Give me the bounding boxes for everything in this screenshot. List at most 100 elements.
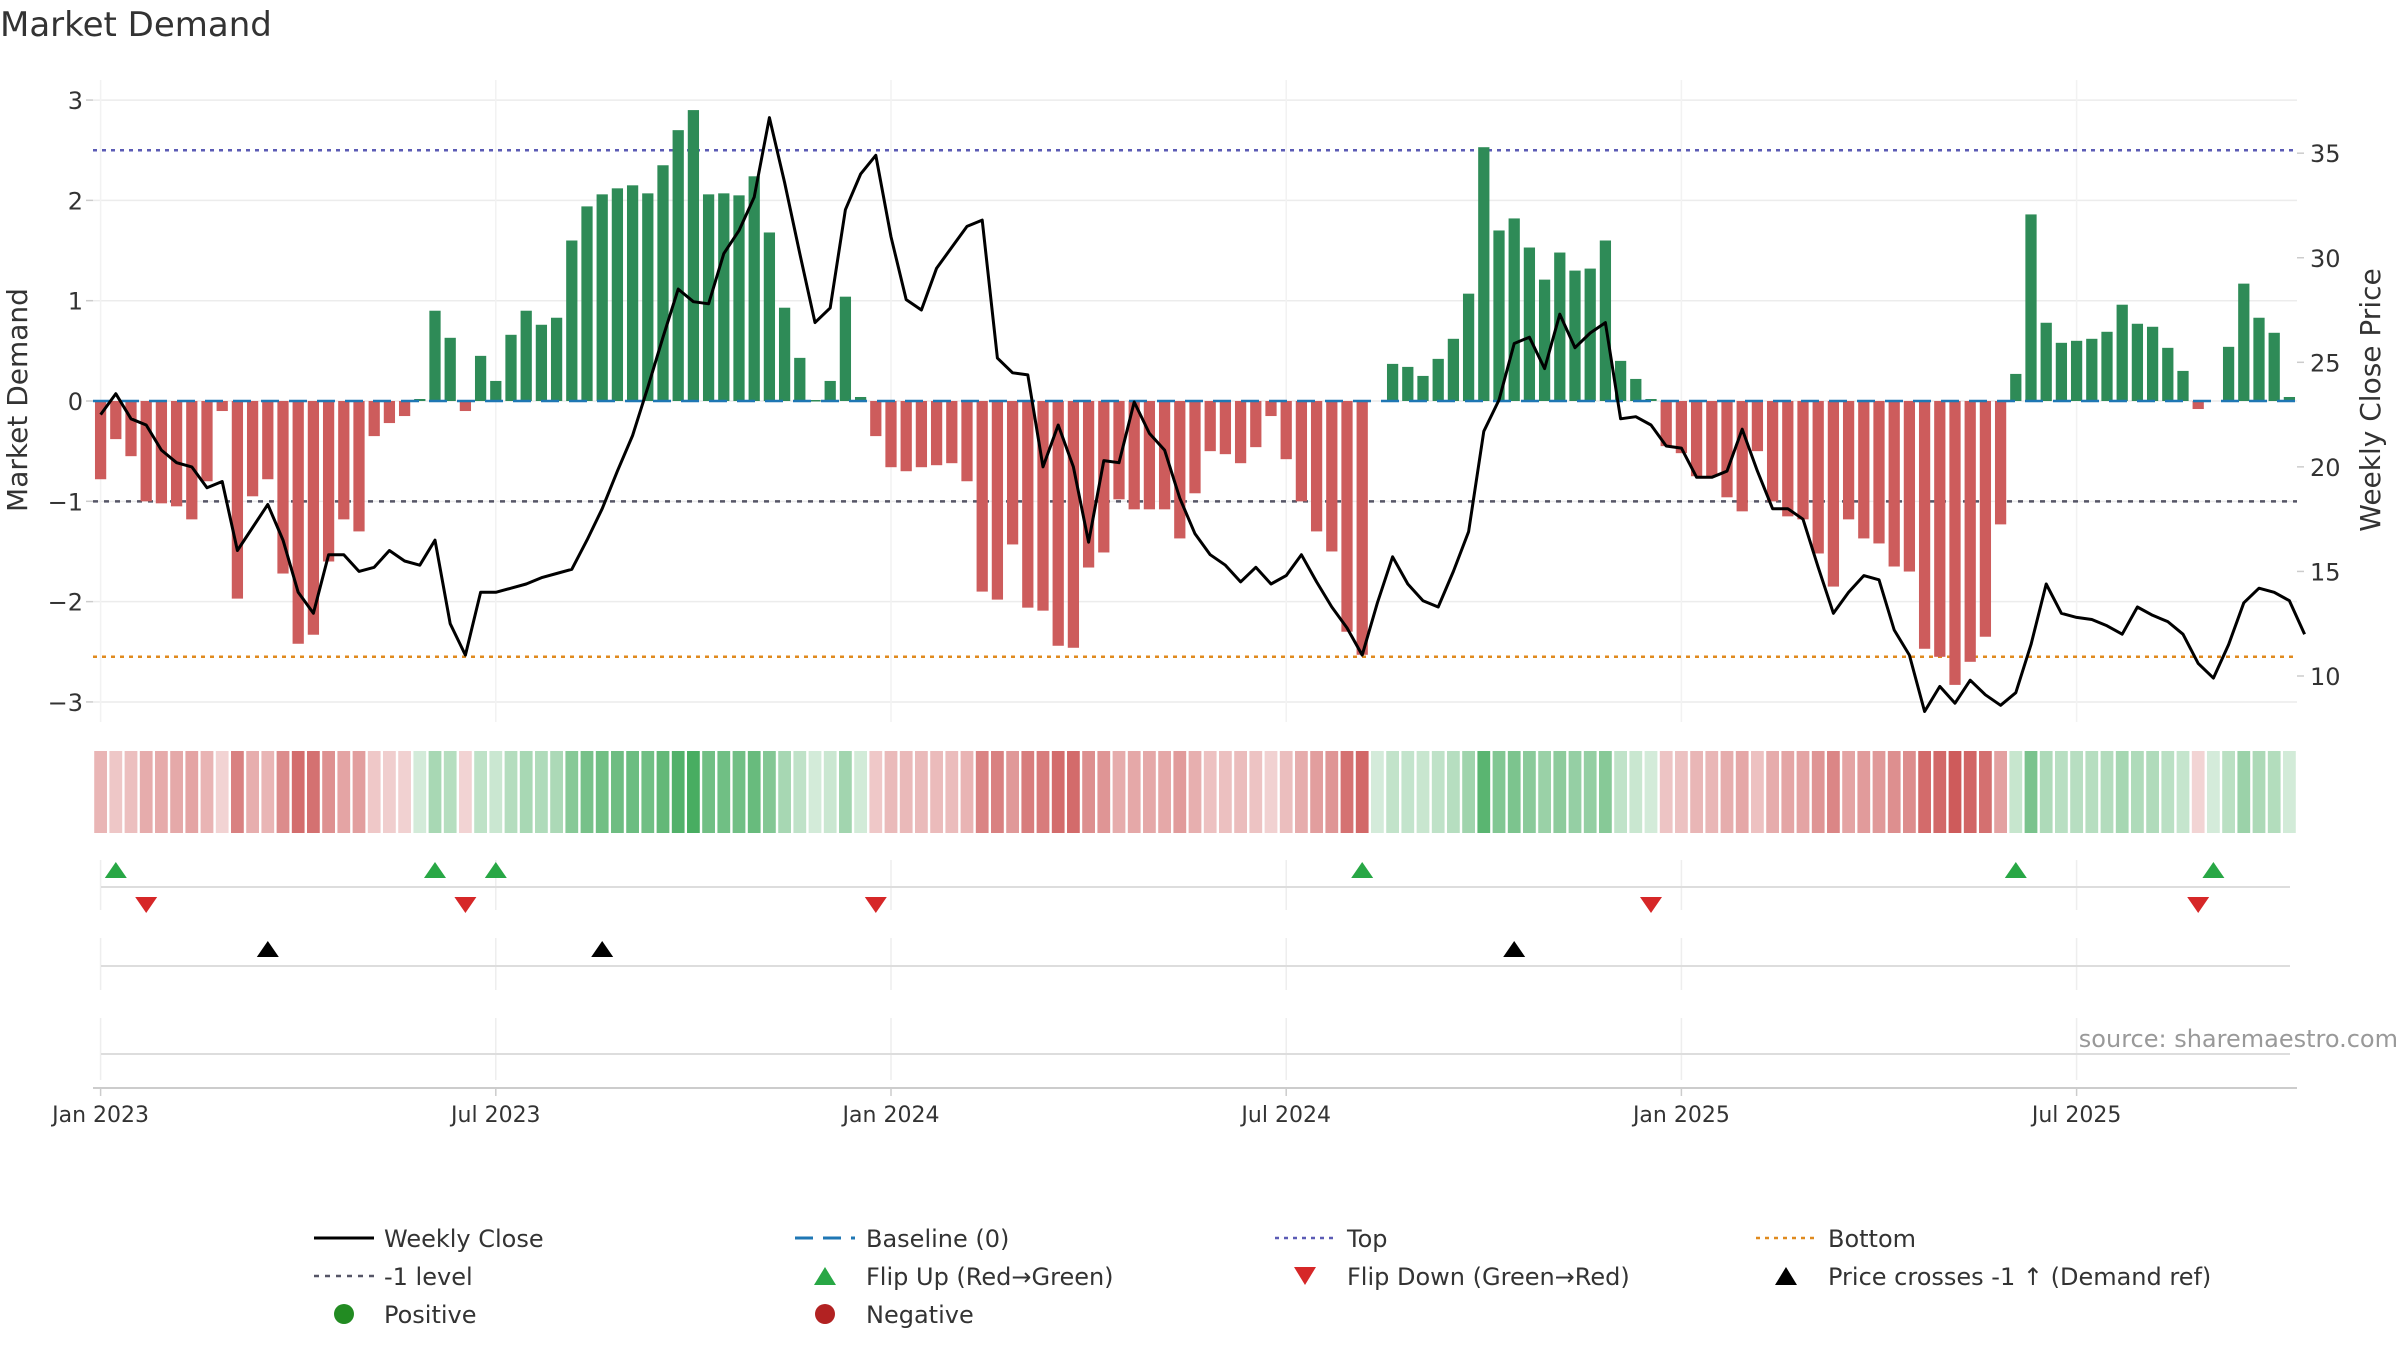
demand-bar — [2162, 347, 2174, 401]
legend-bottom: Bottom — [1756, 1225, 1916, 1253]
x-tick-label: Jul 2023 — [449, 1103, 541, 1128]
demand-bar — [687, 110, 700, 401]
x-tick-label: Jul 2025 — [2030, 1103, 2122, 1128]
heat-cell — [1538, 751, 1551, 833]
legend-price-cross-label: Price crosses -1 ↑ (Demand ref) — [1828, 1263, 2211, 1291]
demand-bar — [1447, 338, 1460, 401]
demand-bar — [672, 130, 684, 401]
heat-cell — [915, 751, 928, 833]
legend-flip-down-marker — [1294, 1267, 1316, 1285]
demand-bar — [277, 401, 289, 574]
heat-cell — [2237, 751, 2251, 833]
y-axis-left: 3 2 1 0 −1 −2 −3 — [48, 87, 93, 717]
demand-bar — [1386, 363, 1399, 401]
demand-bar — [1219, 401, 1232, 455]
legend-minus-one-label: -1 level — [384, 1263, 473, 1291]
demand-bar — [2116, 304, 2128, 401]
y2-tick-label: 35 — [2310, 140, 2341, 168]
flip-down-marker — [2187, 897, 2210, 913]
heat-cell — [717, 751, 731, 833]
demand-bar — [1538, 279, 1551, 401]
heat-cell — [307, 751, 320, 833]
demand-bar — [1462, 293, 1475, 401]
demand-bar — [566, 240, 578, 401]
heat-cell — [595, 751, 609, 833]
y2-tick-label: 25 — [2310, 349, 2341, 377]
heat-cell — [215, 751, 229, 833]
demand-bar — [1690, 401, 1703, 477]
flip-up-marker — [2004, 862, 2027, 878]
heat-cell — [489, 751, 503, 833]
demand-bar — [2010, 373, 2022, 401]
heat-cell — [565, 751, 579, 833]
legend-weekly-close-label: Weekly Close — [384, 1225, 544, 1253]
demand-bar — [2040, 322, 2052, 401]
heat-cell — [687, 751, 700, 833]
demand-bar — [429, 310, 441, 401]
heat-cell — [747, 751, 761, 833]
demand-bar — [2177, 370, 2189, 401]
demand-bar — [94, 401, 107, 480]
heat-cell — [2146, 751, 2159, 833]
legend-flip-down-label: Flip Down (Green→Red) — [1347, 1263, 1630, 1291]
legend-flip-up-marker — [814, 1267, 836, 1285]
heat-cell — [1097, 751, 1111, 833]
flip-up-marker — [2202, 862, 2225, 878]
demand-bar — [763, 232, 776, 401]
heat-cell — [2115, 751, 2129, 833]
heat-cell — [580, 751, 594, 833]
heat-cell — [2252, 751, 2266, 833]
heat-cell — [367, 751, 381, 833]
y-tick-label: 1 — [68, 288, 83, 316]
heat-cell — [1751, 751, 1764, 833]
legend-top: Top — [1275, 1225, 1388, 1253]
demand-bar — [1280, 401, 1292, 460]
demand-bar — [1523, 247, 1536, 401]
demand-bar — [915, 401, 928, 468]
demand-bar — [1478, 147, 1490, 401]
demand-bar — [2253, 317, 2265, 401]
heat-cell — [1675, 751, 1688, 833]
heat-cell — [1568, 751, 1582, 833]
heat-cell — [413, 751, 427, 833]
heat-cell — [291, 751, 305, 833]
demand-bar — [383, 401, 396, 424]
demand-bar — [626, 185, 639, 401]
demand-bar — [1918, 401, 1931, 649]
demand-bar — [246, 401, 259, 497]
heat-cell — [1629, 751, 1643, 833]
demand-bar — [1508, 218, 1520, 401]
legend-negative-dot — [815, 1304, 835, 1324]
heat-cell — [930, 751, 943, 833]
demand-bar — [2086, 338, 2098, 401]
demand-bar — [444, 337, 456, 401]
heat-cell — [2222, 751, 2235, 833]
heat-cell — [1340, 751, 1354, 833]
demand-bar — [1736, 401, 1748, 512]
demand-bar — [1569, 270, 1581, 401]
demand-bar — [1675, 401, 1688, 454]
heat-cell — [1173, 751, 1187, 833]
heat-cell — [1477, 751, 1491, 833]
heat-cell — [1857, 751, 1871, 833]
heat-cell — [1264, 751, 1278, 833]
heat-cell — [1796, 751, 1810, 833]
demand-bar — [216, 401, 228, 412]
heat-cell — [1158, 751, 1171, 833]
reference-lines — [93, 148, 2297, 659]
demand-bar — [1873, 401, 1885, 544]
demand-bar — [170, 401, 183, 507]
heat-cell — [854, 751, 867, 833]
heat-cell — [519, 751, 533, 833]
heat-cell — [383, 751, 396, 833]
demand-bar — [1934, 401, 1946, 657]
heat-cell — [808, 751, 822, 833]
flip-markers-row — [99, 860, 2290, 913]
demand-bar — [414, 398, 426, 401]
demand-bar — [930, 401, 943, 466]
heat-cell — [2085, 751, 2099, 833]
demand-bar — [1630, 378, 1642, 401]
heat-cell — [991, 751, 1004, 833]
heat-cell — [322, 751, 335, 833]
demand-bar — [2146, 326, 2159, 401]
